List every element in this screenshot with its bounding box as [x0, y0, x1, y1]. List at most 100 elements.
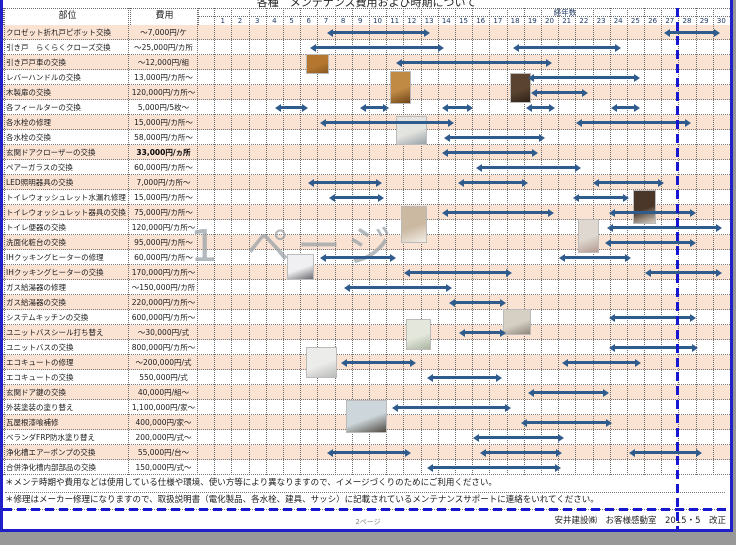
part-name: 玄関ドア鍵の交換 [6, 388, 66, 397]
footer-page-number: 2ページ [355, 518, 381, 526]
year-tick: 16 [476, 17, 486, 25]
part-name: 各フィールターの交換 [6, 103, 81, 112]
part-name: レバーハンドルの交換 [6, 73, 81, 82]
grid-line [368, 8, 370, 475]
part-name: LED照明器具の交換 [6, 178, 74, 187]
maintenance-period-bar [326, 28, 430, 37]
cost-value: 7,000円/カ所～ [136, 178, 191, 187]
sheet-title-row: 各種 メンテナンス費用および時期について [3, 0, 730, 9]
maintenance-period-bar [528, 73, 640, 82]
maintenance-period-bar [576, 118, 692, 127]
maintenance-period-bar [479, 448, 562, 457]
grid-line [540, 8, 542, 475]
table-row: ペアーガラスの交換 60,000円/カ所～ [3, 160, 730, 175]
table-row: ユニットバスの交換 800,000円/カ所～ [3, 340, 730, 355]
part-name: 木製扉の交換 [6, 88, 51, 97]
part-name: トイレウォッシュレット水漏れ修理 [6, 193, 126, 202]
grid-line [283, 8, 284, 475]
year-tick: 29 [699, 17, 709, 25]
year-tick: 14 [441, 17, 451, 25]
page-border-bottom [0, 529, 733, 532]
grid-line [334, 8, 336, 475]
grid-line [300, 8, 302, 475]
table-row: システムキッチンの交換 600,000円/カ所～ [3, 310, 730, 325]
door-roller-photo [306, 54, 329, 74]
maintenance-period-bar [320, 253, 396, 262]
maintenance-period-bar [608, 313, 697, 322]
grid-line [575, 8, 577, 475]
year-tick: 11 [390, 17, 400, 25]
cost-value: ～7,000円/ケ [140, 28, 187, 37]
year-tick: 12 [407, 17, 417, 25]
part-name: 外装塗装の塗り替え [6, 403, 74, 412]
maintenance-period-bar [340, 358, 416, 367]
maintenance-period-bar [476, 163, 581, 172]
year-tick: 13 [424, 17, 434, 25]
maintenance-period-bar [307, 178, 382, 187]
table-row: 引き戸戸車の交換 ～12,000円/組 [3, 55, 730, 70]
year-tick: 20 [545, 17, 554, 25]
grid-line [3, 8, 5, 475]
cost-value: 5,000円/5枚～ [137, 103, 190, 112]
maintenance-period-bar [326, 448, 412, 457]
year-tick: 23 [596, 17, 606, 25]
maintenance-period-bar [605, 238, 697, 247]
cost-value: ～200,000円/式 [135, 358, 192, 367]
maintenance-period-bar [562, 358, 642, 367]
page-border-right [730, 0, 733, 532]
maintenance-period-bar [558, 253, 632, 262]
part-name: ユニットバスの交換 [6, 343, 74, 352]
cost-value: 200,000円/式～ [135, 433, 192, 442]
cost-value: 1,100,000円/家～ [131, 403, 196, 412]
grid-line [231, 8, 233, 475]
table-row: 各フィールターの交換 5,000円/5枚～ [3, 100, 730, 115]
part-name: IHクッキングヒーターの交換 [6, 268, 104, 277]
ih-cooker-photo [287, 254, 314, 280]
part-name: ペアーガラスの交換 [6, 163, 73, 172]
maintenance-period-bar [457, 178, 528, 187]
years-header-divider [197, 16, 730, 17]
grid-line [712, 8, 714, 475]
outside-margin-bottom [0, 532, 736, 545]
part-name: 瓦屋根漆喰補修 [6, 418, 59, 427]
grid-line [489, 8, 491, 475]
kitchen-photo [503, 309, 531, 335]
part-name: エコキュートの修理 [6, 358, 74, 367]
table-row: 木製扉の交換 120,000円/カ所～ [3, 85, 730, 100]
table-row: IHクッキングヒーターの修理 60,000円/カ所～ [3, 250, 730, 265]
unit-bath-photo [406, 319, 431, 350]
cost-value: 120,000円/カ所～ [131, 88, 196, 97]
cost-value: ～25,000円/カ所 [134, 43, 193, 52]
grid-line [351, 8, 353, 475]
maintenance-period-bar [572, 193, 630, 202]
year-tick: 18 [510, 17, 520, 25]
part-name: システムキッチンの交換 [6, 313, 89, 322]
part-name: エコキュートの交換 [6, 373, 74, 382]
cost-value: 550,000円/式 [139, 373, 188, 382]
cost-value: 220,000円/カ所～ [131, 298, 196, 307]
cost-value: 55,000円/台～ [137, 448, 190, 457]
table-row: 玄関ドアクローザーの交換 33,000円/ヵ所 [3, 145, 730, 160]
maintenance-period-bar [512, 43, 622, 52]
table-row: IHクッキングヒーターの交換 170,000円/カ所～ [3, 265, 730, 280]
cost-value: 15,000円/カ所～ [134, 118, 193, 127]
maintenance-period-bar [610, 103, 640, 112]
year-tick: 30 [716, 17, 726, 25]
part-name: 引き戸戸車の交換 [6, 58, 66, 67]
maintenance-period-bar [608, 343, 699, 352]
maintenance-period-bar [392, 403, 511, 412]
year-tick: 17 [493, 17, 503, 25]
table-row: 引き戸 らくらくクローズ交換 ～25,000円/カ所 [3, 40, 730, 55]
part-name: 引き戸 らくらくクローズ交換 [6, 43, 111, 52]
part-name: IHクッキングヒーターの修理 [6, 253, 104, 262]
part-name: ベランダFRP防水塗り替え [6, 433, 96, 442]
maintenance-period-bar [328, 193, 384, 202]
column-header-cost: 費用 [130, 8, 199, 25]
maintenance-period-bar [441, 148, 539, 157]
year-tick: 24 [613, 17, 623, 25]
maintenance-period-bar [629, 448, 702, 457]
cost-value: 60,000円/カ所～ [134, 253, 193, 262]
maintenance-period-bar [309, 43, 444, 52]
maintenance-period-bar [608, 208, 697, 217]
